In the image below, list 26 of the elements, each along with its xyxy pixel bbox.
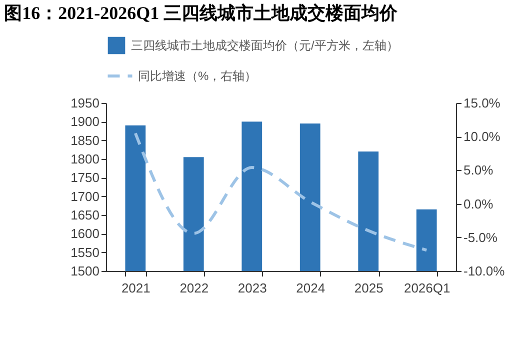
- y-tick-label: 1650: [70, 208, 100, 222]
- chart-title: 图16：2021-2026Q1 三四线城市土地成交楼面均价: [4, 3, 399, 23]
- legend-label: 三四线城市土地成交楼面均价（元/平方米，左轴）: [131, 38, 398, 52]
- y2-tick-label: 0.0%: [464, 196, 494, 212]
- y-tick-label: 1900: [70, 114, 100, 130]
- x-tick-label: 2026Q1: [404, 280, 450, 296]
- x-tick-label: 2021: [121, 280, 150, 296]
- y-tick-label: 1800: [70, 152, 100, 166]
- y2-tick-label: 10.0%: [464, 129, 501, 144]
- y-tick-label: 1850: [70, 132, 100, 148]
- y-tick-label: 1550: [70, 244, 100, 260]
- y-tick-label: 1600: [70, 226, 100, 242]
- y-tick-label: 1750: [70, 170, 100, 186]
- y2-tick-label: -5.0%: [464, 230, 498, 245]
- y2-tick-label: 5.0%: [464, 162, 494, 178]
- x-tick-label: 2024: [296, 280, 326, 296]
- y-tick-label: 1950: [70, 96, 100, 110]
- x-tick-label: 2023: [238, 280, 267, 296]
- y-tick-label: 1700: [70, 188, 100, 204]
- y2-tick-label: -10.0%: [464, 264, 506, 278]
- line-series: [134, 132, 428, 252]
- x-tick-label: 2022: [180, 280, 209, 296]
- y-tick-label: 1500: [70, 264, 100, 278]
- x-tick-label: 2025: [354, 280, 384, 296]
- legend-label: 同比增速（%，右轴）: [138, 69, 257, 83]
- y2-tick-label: 15.0%: [464, 96, 501, 110]
